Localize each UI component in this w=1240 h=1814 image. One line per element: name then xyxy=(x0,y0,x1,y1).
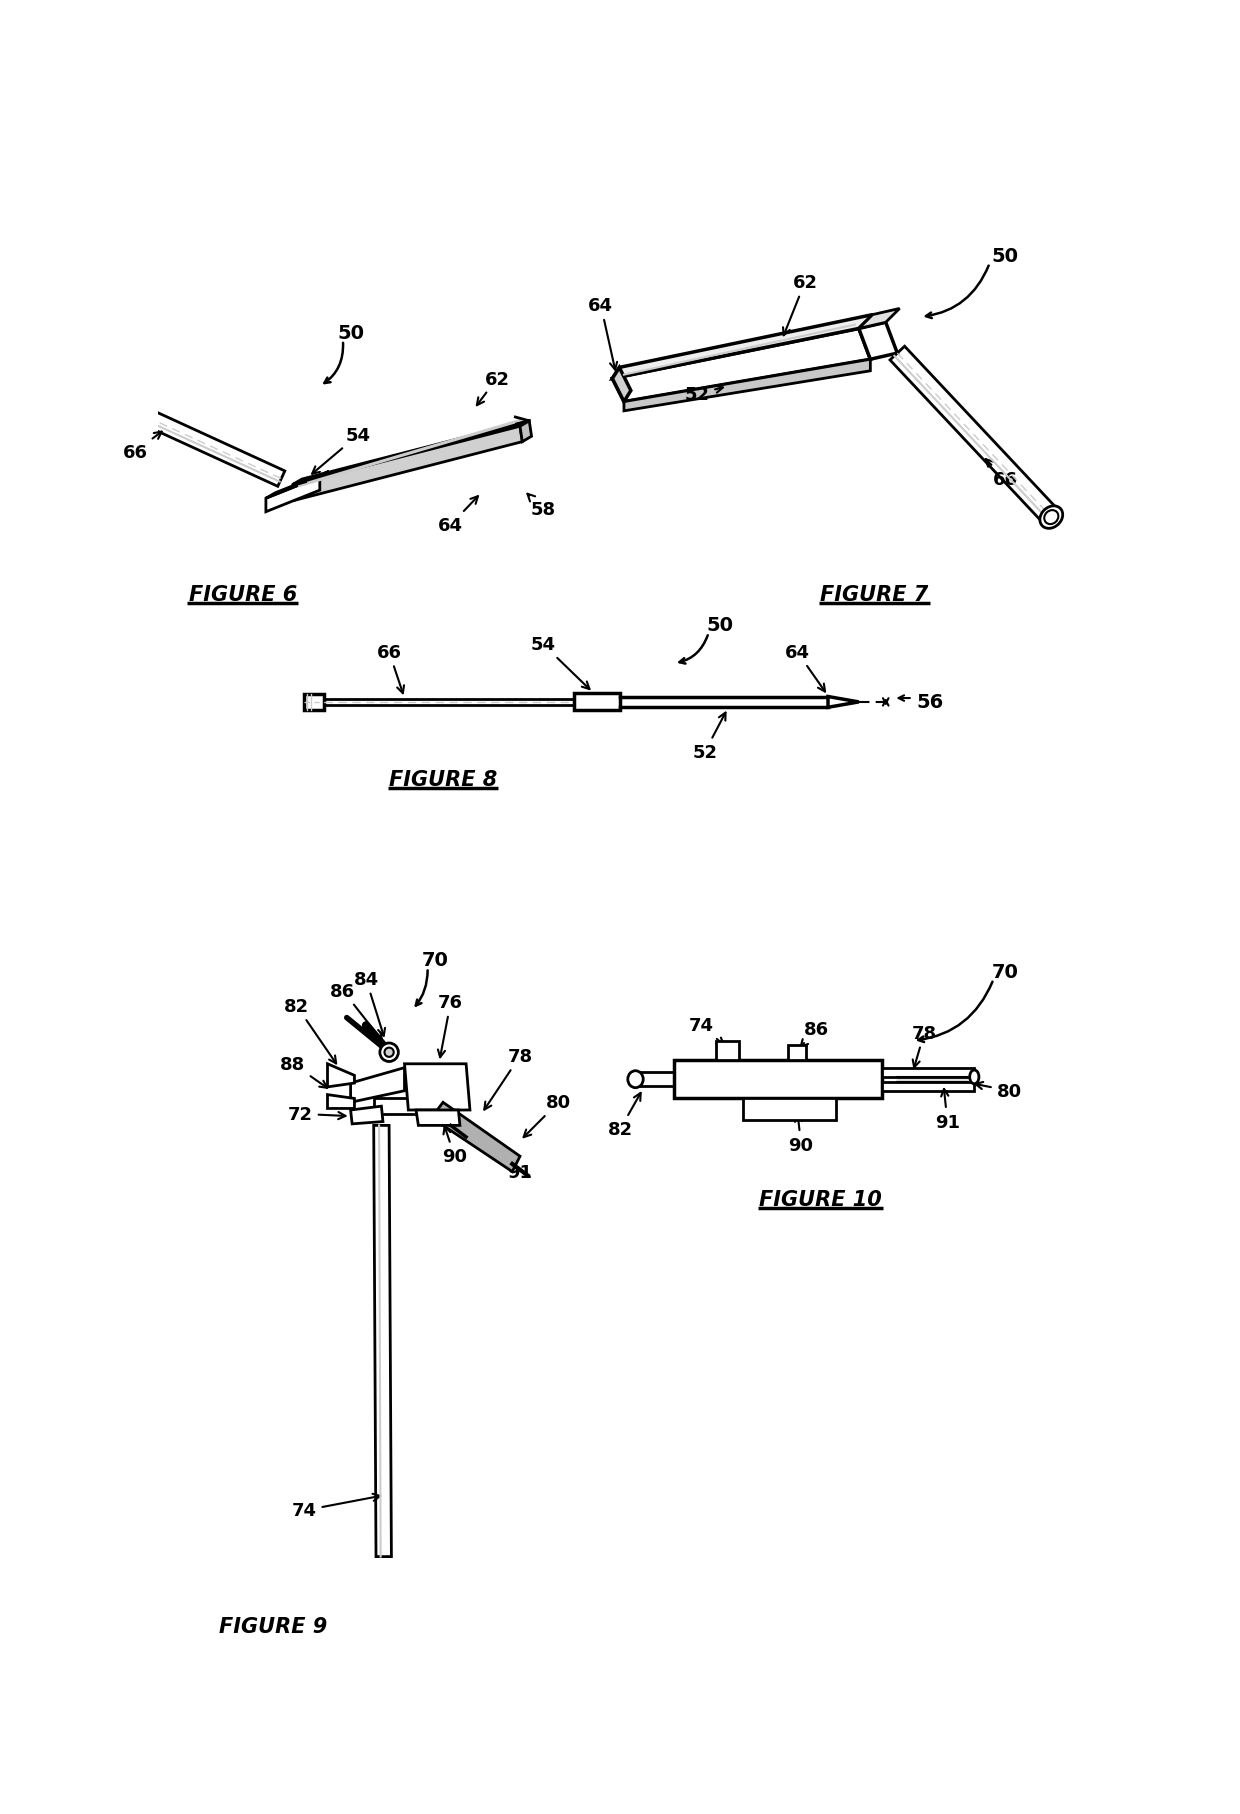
Polygon shape xyxy=(417,1110,460,1126)
Text: 80: 80 xyxy=(976,1083,1022,1099)
Polygon shape xyxy=(787,1045,806,1061)
Text: 90: 90 xyxy=(789,1114,813,1154)
Polygon shape xyxy=(859,308,899,330)
Text: FIGURE 9: FIGURE 9 xyxy=(219,1616,327,1636)
Polygon shape xyxy=(327,1065,355,1087)
Polygon shape xyxy=(265,477,320,512)
Polygon shape xyxy=(373,1099,428,1114)
Polygon shape xyxy=(432,1103,520,1172)
Text: 82: 82 xyxy=(284,998,336,1063)
Text: 50: 50 xyxy=(337,323,365,343)
Text: FIGURE 6: FIGURE 6 xyxy=(188,584,296,604)
Polygon shape xyxy=(613,316,873,379)
Text: 54: 54 xyxy=(312,426,371,475)
Text: 54: 54 xyxy=(531,635,589,689)
Text: 76: 76 xyxy=(438,994,464,1058)
Ellipse shape xyxy=(1040,506,1063,530)
Polygon shape xyxy=(265,472,329,499)
Polygon shape xyxy=(574,695,620,711)
Ellipse shape xyxy=(627,1070,644,1088)
Polygon shape xyxy=(304,695,324,711)
Text: 80: 80 xyxy=(523,1094,572,1137)
Ellipse shape xyxy=(970,1070,978,1085)
Text: 62: 62 xyxy=(782,274,817,336)
Text: 72: 72 xyxy=(288,1105,346,1123)
Text: 90: 90 xyxy=(441,1126,467,1166)
Text: 52: 52 xyxy=(692,713,725,762)
Text: 58: 58 xyxy=(527,495,556,519)
Text: 78: 78 xyxy=(485,1047,532,1110)
Polygon shape xyxy=(828,697,859,707)
Text: 74: 74 xyxy=(688,1016,724,1045)
Polygon shape xyxy=(624,359,870,412)
Polygon shape xyxy=(293,421,529,486)
Text: 64: 64 xyxy=(438,497,477,535)
Text: 66: 66 xyxy=(123,432,161,461)
Polygon shape xyxy=(890,346,1059,524)
Text: FIGURE 7: FIGURE 7 xyxy=(820,584,929,604)
Text: 52: 52 xyxy=(684,386,723,405)
Polygon shape xyxy=(351,1068,404,1103)
Text: 66: 66 xyxy=(986,461,1018,488)
Polygon shape xyxy=(373,1126,392,1556)
Polygon shape xyxy=(882,1081,975,1092)
Polygon shape xyxy=(520,421,532,443)
Text: 88: 88 xyxy=(280,1056,327,1088)
Text: 66: 66 xyxy=(377,644,404,693)
Text: 64: 64 xyxy=(785,644,825,693)
Polygon shape xyxy=(404,1065,470,1110)
Text: 86: 86 xyxy=(801,1021,830,1047)
Circle shape xyxy=(379,1043,398,1061)
Text: 74: 74 xyxy=(291,1495,381,1520)
Text: FIGURE 10: FIGURE 10 xyxy=(759,1188,882,1208)
Polygon shape xyxy=(717,1041,739,1061)
Polygon shape xyxy=(293,426,522,501)
Text: 91: 91 xyxy=(935,1088,960,1130)
Polygon shape xyxy=(613,330,870,403)
Text: 62: 62 xyxy=(477,370,510,406)
Text: 50: 50 xyxy=(992,247,1018,265)
Text: 86: 86 xyxy=(330,981,382,1041)
Text: 64: 64 xyxy=(588,297,618,370)
Text: 78: 78 xyxy=(911,1025,936,1068)
Text: 84: 84 xyxy=(353,970,384,1036)
Polygon shape xyxy=(351,1107,383,1125)
Text: 50: 50 xyxy=(707,617,734,635)
Polygon shape xyxy=(327,1096,355,1108)
Polygon shape xyxy=(859,323,898,359)
Polygon shape xyxy=(882,1068,975,1078)
Text: 56: 56 xyxy=(916,693,944,713)
Text: 82: 82 xyxy=(608,1094,641,1139)
Polygon shape xyxy=(743,1099,836,1121)
Text: 70: 70 xyxy=(992,963,1018,981)
Polygon shape xyxy=(613,368,631,403)
Text: FIGURE 8: FIGURE 8 xyxy=(389,769,497,789)
Polygon shape xyxy=(675,1061,882,1099)
Polygon shape xyxy=(93,386,285,486)
Text: 91: 91 xyxy=(474,1137,532,1181)
Circle shape xyxy=(384,1048,394,1058)
Text: 70: 70 xyxy=(422,951,449,970)
Ellipse shape xyxy=(88,385,105,405)
